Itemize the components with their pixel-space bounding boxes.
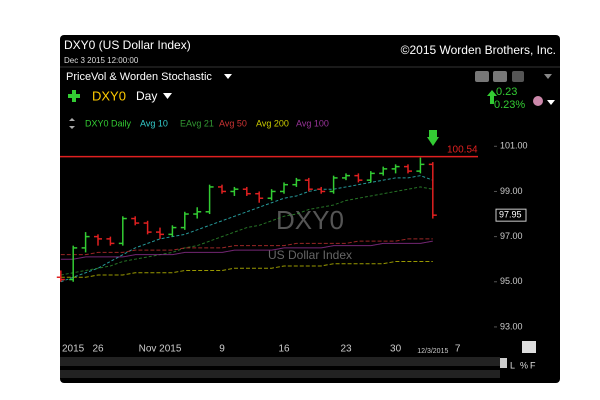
- timestamp: Dec 3 2015 12:00:00: [64, 56, 139, 65]
- window: [60, 35, 560, 383]
- change-pct: 0.23%: [494, 99, 525, 111]
- bottom-control: L: [510, 360, 515, 370]
- moving-average: [60, 186, 433, 276]
- add-button[interactable]: [68, 90, 80, 102]
- y-tick-label: 97.00: [500, 231, 523, 241]
- sort-icon[interactable]: [69, 118, 75, 121]
- copyright: ©2015 Worden Brothers, Inc.: [401, 43, 556, 57]
- x-tick-label: 30: [390, 344, 402, 355]
- plus-v: [72, 90, 76, 102]
- period-dropdown[interactable]: [163, 93, 172, 99]
- watermark: DXY0: [276, 205, 344, 235]
- symbol[interactable]: DXY0: [92, 88, 126, 103]
- scrollbar[interactable]: [60, 370, 500, 378]
- palette-dropdown[interactable]: [547, 100, 555, 105]
- legend-entry: DXY0 Daily: [85, 118, 132, 128]
- change: 0.23: [496, 86, 517, 98]
- window-title: DXY0 (US Dollar Index): [64, 38, 191, 52]
- scrollbar[interactable]: [60, 357, 500, 366]
- x-tick-label: 26: [92, 344, 104, 355]
- y-tick-label: 95.00: [500, 276, 523, 286]
- moving-average: [60, 240, 433, 260]
- legend-entry: Avg 50: [219, 118, 247, 128]
- study-dropdown[interactable]: [224, 74, 232, 79]
- period[interactable]: Day: [136, 89, 157, 103]
- palette-icon[interactable]: [533, 96, 543, 106]
- x-tick-label: 23: [340, 344, 352, 355]
- watermark-sub: US Dollar Index: [268, 248, 352, 262]
- y-tick-label: 93.00: [500, 321, 523, 331]
- legend-entry: Avg 200: [256, 118, 289, 128]
- legend-entry: Avg 100: [296, 118, 329, 128]
- y-tick-label: 101.00: [500, 141, 528, 151]
- resistance-label: 100.54: [447, 144, 478, 155]
- tool-icon[interactable]: [475, 71, 489, 82]
- signal-arrow-stem: [429, 130, 437, 138]
- moving-average: [60, 238, 433, 256]
- x-tick-label: Nov 2015: [139, 344, 182, 355]
- up-arrow: [487, 90, 497, 104]
- x-tick-label: 2015: [62, 344, 85, 355]
- last-price-box: [495, 208, 527, 222]
- x-tick-label: 9: [219, 344, 225, 355]
- bottom-control: F: [530, 360, 536, 370]
- grid-icon[interactable]: [500, 358, 507, 368]
- x-tick-label: 12/3/2015: [417, 348, 448, 355]
- last-price: 97.95: [499, 210, 522, 220]
- draw-tool[interactable]: [522, 341, 536, 353]
- sort-icon[interactable]: [69, 126, 75, 129]
- study-menu[interactable]: PriceVol & Worden Stochastic: [66, 71, 212, 83]
- x-tick-label: 7: [455, 344, 461, 355]
- legend-entry: Avg 10: [140, 118, 168, 128]
- bottom-control: %: [520, 360, 528, 370]
- x-tick-label: 16: [278, 344, 290, 355]
- legend-entry: EAvg 21: [180, 118, 214, 128]
- tool-dropdown[interactable]: [544, 74, 552, 79]
- y-tick-label: 99.00: [500, 186, 523, 196]
- tool-icon[interactable]: [512, 71, 524, 82]
- signal-arrow: [427, 137, 439, 146]
- tool-icon[interactable]: [493, 71, 507, 82]
- moving-average: [60, 260, 433, 278]
